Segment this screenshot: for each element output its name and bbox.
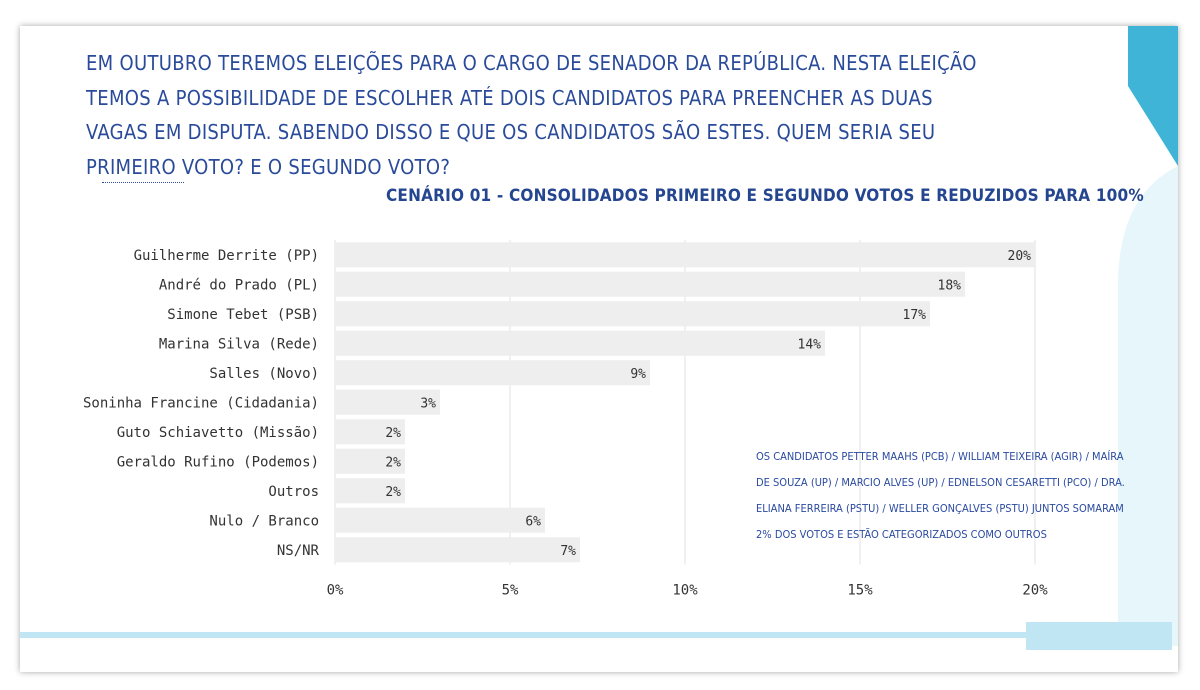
category-label: Guilherme Derrite (PP) bbox=[134, 248, 319, 264]
data-label: 2% bbox=[385, 426, 401, 441]
bar bbox=[335, 448, 405, 474]
bar bbox=[335, 330, 825, 356]
others-footnote: OS CANDIDATOS PETTER MAAHS (PCB) / WILLI… bbox=[756, 450, 1125, 541]
data-label: 17% bbox=[903, 308, 927, 323]
x-tick-label: 10% bbox=[672, 583, 698, 599]
bottom-accent-block bbox=[1026, 622, 1172, 650]
data-label: 2% bbox=[385, 455, 401, 470]
data-label: 9% bbox=[630, 367, 646, 382]
bar bbox=[335, 507, 545, 533]
data-label: 7% bbox=[560, 544, 576, 559]
data-label: 18% bbox=[938, 278, 962, 293]
bar bbox=[335, 537, 580, 563]
bar bbox=[335, 478, 405, 504]
bar bbox=[335, 301, 930, 327]
bar bbox=[335, 242, 1035, 268]
x-tick-label: 0% bbox=[327, 583, 344, 599]
data-label: 20% bbox=[1008, 249, 1032, 264]
bar bbox=[335, 271, 965, 297]
category-label: Salles (Novo) bbox=[209, 366, 319, 382]
slide: EM OUTUBRO TEREMOS ELEIÇÕES PARA O CARGO… bbox=[20, 26, 1178, 672]
category-label: Nulo / Branco bbox=[209, 513, 319, 529]
bar bbox=[335, 389, 440, 415]
x-tick-label: 5% bbox=[502, 583, 519, 599]
dotted-divider bbox=[102, 182, 184, 183]
bar bbox=[335, 360, 650, 386]
data-label: 14% bbox=[798, 337, 822, 352]
bar-chart: Guilherme Derrite (PP) 20% André do Prado … bbox=[83, 240, 1048, 599]
category-label: Guto Schiavetto (Missão) bbox=[117, 425, 319, 441]
data-label: 2% bbox=[385, 485, 401, 500]
data-label: 3% bbox=[420, 396, 436, 411]
category-label: Simone Tebet (PSB) bbox=[167, 307, 319, 323]
x-tick-label: 15% bbox=[847, 583, 873, 599]
category-label: André do Prado (PL) bbox=[159, 277, 319, 293]
data-label: 6% bbox=[525, 514, 541, 529]
category-label: NS/NR bbox=[277, 543, 320, 559]
x-tick-label: 20% bbox=[1022, 583, 1048, 599]
decorative-side-shape bbox=[1118, 166, 1178, 646]
bar bbox=[335, 419, 405, 445]
survey-question: EM OUTUBRO TEREMOS ELEIÇÕES PARA O CARGO… bbox=[86, 51, 977, 179]
category-label: Outros bbox=[268, 484, 319, 500]
chart-title: CENÁRIO 01 - CONSOLIDADOS PRIMEIRO E SEG… bbox=[386, 186, 1144, 206]
category-label: Geraldo Rufino (Podemos) bbox=[117, 454, 319, 470]
bottom-accent-bar bbox=[20, 632, 1120, 638]
category-label: Soninha Francine (Cidadania) bbox=[83, 395, 319, 411]
category-label: Marina Silva (Rede) bbox=[159, 336, 319, 352]
decorative-corner-shape bbox=[1128, 26, 1178, 166]
